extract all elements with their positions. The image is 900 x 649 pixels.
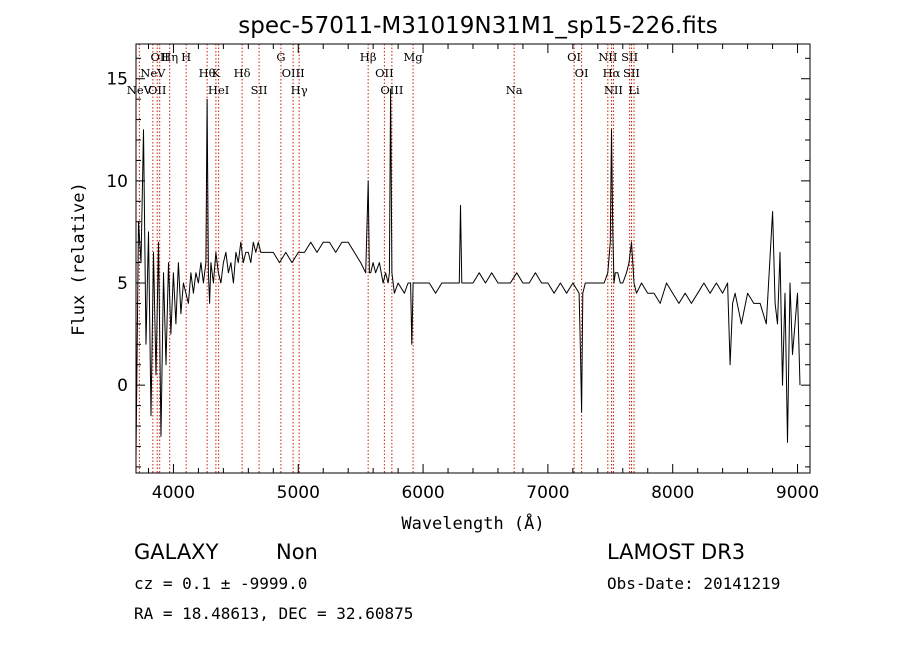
spectral-line-label: Na [506,83,523,97]
x-tick-label: 6000 [401,483,444,503]
spectral-line-label: Mg [404,50,424,64]
spectral-line-label: OII [150,50,169,64]
y-tick-label: 5 [117,274,128,294]
spectral-line-label: OIII [282,66,305,80]
spectrum-series-line [135,88,801,457]
x-tick-label: 8000 [651,483,694,503]
spectral-line-label: OII [375,66,394,80]
spectral-line-label: NeV [127,83,153,97]
spectral-line-label: SII [251,83,268,97]
object-subclass: Non [276,540,318,564]
survey-name: LAMOST DR3 [607,540,745,564]
object-class: GALAXY [134,540,219,564]
spectral-line-label: K [212,66,221,80]
x-tick-label: 4000 [152,483,195,503]
spectral-line-label: OII [148,83,167,97]
spectral-line-label: Hγ [291,83,308,97]
spectral-line-label: NeV [140,66,166,80]
spectral-line-label: OI [567,50,581,64]
y-tick-label: 10 [106,172,128,192]
spectral-line-label: NII [604,83,623,97]
spectral-line-label: NII [598,50,617,64]
spectral-line-label: Hα [603,66,621,80]
y-tick-label: 15 [106,70,128,90]
spectral-line-label: H [181,50,191,64]
spectral-line-label: Hδ [234,66,251,80]
spectral-line-label: Hη [161,50,178,64]
y-tick-label: 0 [117,376,128,396]
spectral-line-label: OI [575,66,589,80]
spectral-line-label: Hθ [199,66,216,80]
spectral-line-label: Hβ [360,50,377,64]
y-axis-label: Flux (relative) [69,182,89,336]
spectral-line-markers [138,44,635,473]
spectral-line-label: SII [623,66,640,80]
chart-title: spec-57011-M31019N31M1_sp15-226.fits [238,13,717,39]
x-tick-label: 9000 [776,483,819,503]
coordinates-readout: RA = 18.48613, DEC = 32.60875 [134,604,413,623]
spectral-line-label: OIII [380,83,403,97]
y-axis: 0 5 10 15 [106,57,810,468]
redshift-readout: cz = 0.1 ± -9999.0 [134,574,307,593]
observation-date: Obs-Date: 20141219 [607,574,780,593]
x-axis: 4000 5000 6000 7000 8000 9000 [147,44,819,503]
x-tick-label: 7000 [526,483,569,503]
spectral-line-label: G [276,50,285,64]
spectral-line-label: SII [621,50,638,64]
spectral-line-label: Li [628,83,640,97]
spectral-line-label: HeI [208,83,229,97]
x-tick-label: 5000 [277,483,320,503]
x-axis-label: Wavelength (Å) [401,512,544,534]
